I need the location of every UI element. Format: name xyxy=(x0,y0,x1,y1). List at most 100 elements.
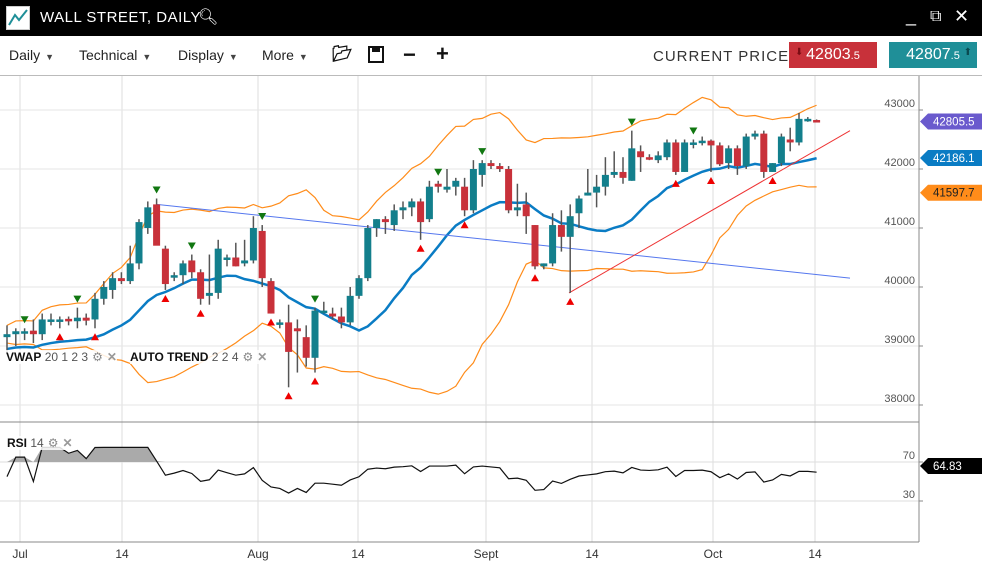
rsi-overbought-fill xyxy=(7,447,817,462)
candle xyxy=(478,160,486,187)
gear-icon[interactable]: ⚙ xyxy=(47,436,59,450)
candle-body xyxy=(21,331,29,334)
close-icon[interactable]: ✕ xyxy=(954,6,970,26)
auto-trend-name: AUTO TREND xyxy=(130,350,209,364)
candle-body xyxy=(531,225,539,267)
candle xyxy=(549,213,557,267)
candle xyxy=(135,219,143,270)
minimize-icon[interactable]: _ xyxy=(906,6,917,26)
candle xyxy=(29,319,37,344)
popout-icon[interactable]: ⧉ xyxy=(930,8,942,25)
candle-body xyxy=(628,148,636,181)
x-tick-label: 14 xyxy=(115,547,129,561)
candle xyxy=(320,301,328,314)
candle-body xyxy=(760,133,768,172)
candle-body xyxy=(610,171,618,175)
x-tick-label: 14 xyxy=(585,547,599,561)
candle xyxy=(813,119,821,123)
candle-body xyxy=(689,142,697,145)
candle-body xyxy=(109,278,117,290)
candle xyxy=(469,160,477,214)
sell-signal-marker xyxy=(689,127,698,135)
candle xyxy=(557,210,565,252)
candle-body xyxy=(276,322,284,325)
candle xyxy=(65,316,73,326)
candle xyxy=(760,130,768,178)
bid-price[interactable]: ⬇ 42803.5 xyxy=(789,42,877,68)
candle xyxy=(487,160,495,169)
zoom-in-icon[interactable]: + xyxy=(436,41,449,66)
candle xyxy=(461,177,469,217)
y-tick-label: 43000 xyxy=(884,98,915,110)
candle xyxy=(786,127,794,152)
candle-body xyxy=(12,331,20,335)
caret-down-icon: ▼ xyxy=(228,52,238,62)
close-icon[interactable]: ✕ xyxy=(62,436,73,450)
candle-body xyxy=(469,169,477,211)
candle-body xyxy=(707,140,715,146)
value-tag-shape xyxy=(920,113,982,130)
save-icon[interactable] xyxy=(368,44,384,68)
x-tick-label: Sept xyxy=(474,547,499,561)
candle-body xyxy=(637,151,645,158)
candle-body xyxy=(188,260,196,273)
candle-body xyxy=(478,163,486,175)
close-icon[interactable]: ✕ xyxy=(257,350,268,364)
candle xyxy=(311,307,319,373)
price-chart[interactable]: Jul 14 Aug 14 Sept 14 Oct 14 43000 42000 41000 4000… xyxy=(0,76,982,564)
candle-body xyxy=(73,317,81,322)
y-tick-label: 40000 xyxy=(884,275,915,287)
buy-signal-marker xyxy=(531,274,539,282)
candle xyxy=(681,139,689,172)
caret-down-icon: ▼ xyxy=(45,52,55,62)
menu-daily[interactable]: Daily ▼ xyxy=(9,47,54,63)
gear-icon[interactable]: ⚙ xyxy=(92,350,103,364)
menu-technical[interactable]: Technical ▼ xyxy=(79,47,151,63)
rsi-name: RSI xyxy=(7,436,28,450)
rsi-tag: 64.83 xyxy=(920,458,982,474)
candle-body xyxy=(654,155,662,161)
candle-body xyxy=(417,201,425,223)
candle xyxy=(804,117,812,122)
candle xyxy=(733,145,741,175)
candle-body xyxy=(241,260,249,264)
menu-label: Technical xyxy=(79,47,138,63)
candle-body xyxy=(144,207,152,228)
candle xyxy=(425,180,433,223)
rsi-line xyxy=(6,446,817,494)
candle xyxy=(505,166,513,214)
candle xyxy=(417,198,425,240)
search-icon[interactable]: 🔍︎ xyxy=(198,9,219,26)
open-folder-icon[interactable]: 📂︎ xyxy=(332,46,353,63)
candle xyxy=(381,216,389,234)
candle-body xyxy=(364,228,372,279)
auto-trend-params: 2 2 4 xyxy=(211,350,239,364)
buy-signal-marker xyxy=(566,297,575,305)
candle-body xyxy=(311,310,319,358)
candle-body xyxy=(443,186,451,190)
candle xyxy=(399,201,407,220)
candle xyxy=(443,169,451,193)
candle-body xyxy=(408,201,416,208)
zoom-out-icon[interactable]: − xyxy=(403,42,416,67)
lower-band-tag: 41597.7 xyxy=(920,184,982,201)
value-tag-shape xyxy=(920,150,982,167)
candle-body xyxy=(214,248,222,293)
candle-body xyxy=(179,263,187,276)
buy-signal-marker xyxy=(284,392,293,400)
candle-body xyxy=(65,318,73,322)
candle xyxy=(153,198,161,246)
candle xyxy=(179,260,187,285)
menu-more[interactable]: More ▼ xyxy=(262,47,308,63)
gear-icon[interactable]: ⚙ xyxy=(242,350,254,364)
ask-price[interactable]: 42807.5 ⬆ xyxy=(889,42,977,68)
candle xyxy=(584,169,592,196)
candle-body xyxy=(337,316,345,323)
sell-signal-marker xyxy=(73,295,82,303)
buy-signal-marker xyxy=(671,179,680,187)
candle xyxy=(205,254,213,305)
close-icon[interactable]: ✕ xyxy=(106,350,117,364)
menu-display[interactable]: Display ▼ xyxy=(178,47,238,63)
rsi-params: 14 xyxy=(30,436,44,450)
candle-body xyxy=(777,136,785,164)
